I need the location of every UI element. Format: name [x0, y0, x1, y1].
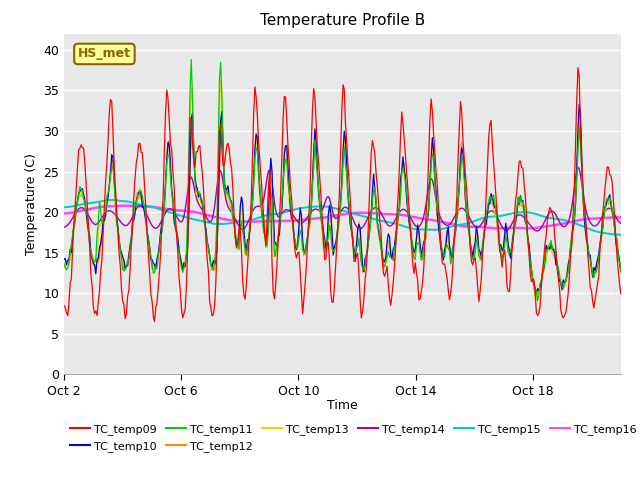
- X-axis label: Time: Time: [327, 399, 358, 412]
- Title: Temperature Profile B: Temperature Profile B: [260, 13, 425, 28]
- Text: HS_met: HS_met: [78, 48, 131, 60]
- Y-axis label: Temperature (C): Temperature (C): [25, 153, 38, 255]
- Legend: TC_temp09, TC_temp10, TC_temp11, TC_temp12, TC_temp13, TC_temp14, TC_temp15, TC_: TC_temp09, TC_temp10, TC_temp11, TC_temp…: [70, 424, 637, 452]
